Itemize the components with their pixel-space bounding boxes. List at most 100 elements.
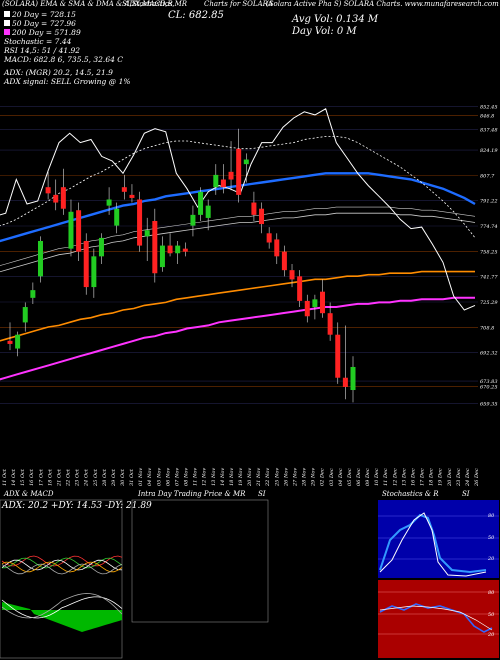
candle-body: [98, 237, 104, 257]
macd-value: MACD: 682.8 6, 735.5, 32.64 C: [4, 55, 123, 64]
ema200-swatch: [4, 29, 10, 35]
date-label: 19 Dec: [438, 468, 444, 486]
candle-body: [182, 248, 188, 252]
date-label: 21 Oct: [57, 468, 63, 487]
price-label: 774.74: [480, 224, 498, 230]
ema20-swatch: [4, 11, 10, 17]
price-label: 758.25: [480, 249, 498, 255]
candle-body: [205, 205, 211, 218]
price-label: 725.29: [480, 300, 498, 306]
price-label: 692.32: [480, 351, 498, 357]
candle-body: [121, 187, 127, 192]
candle-body: [45, 187, 51, 194]
candle-body: [91, 256, 97, 288]
date-label: 11 Oct: [2, 468, 8, 486]
date-label: 20 Nov: [247, 468, 253, 487]
date-label: 22 Oct: [66, 468, 72, 487]
candlesticks: [7, 128, 356, 403]
candle-body: [266, 233, 272, 243]
candle-body: [68, 211, 74, 249]
close-price: CL: 682.85: [168, 10, 224, 21]
stochastic-title: Stochastics & R: [382, 490, 439, 498]
candle-body: [152, 221, 158, 274]
date-label: 05 Dec: [347, 468, 353, 486]
rsi-line: [379, 603, 493, 633]
adx-series-line: [1, 563, 123, 575]
rsi-level-80: 80: [488, 590, 495, 596]
date-label: 27 Nov: [293, 468, 299, 487]
price-line: [0, 108, 476, 311]
date-label: 30 Oct: [120, 468, 126, 486]
candle-body: [159, 245, 165, 268]
candle-body: [198, 191, 204, 215]
candle-body: [274, 239, 280, 257]
candle-body: [289, 270, 295, 280]
candle-body: [30, 290, 36, 298]
rsi-panel: [378, 580, 499, 658]
candle-body: [190, 214, 196, 226]
candle-body: [129, 194, 135, 198]
candle-body: [37, 240, 43, 277]
candle-body: [350, 366, 356, 391]
stoch-d-line: [379, 512, 487, 577]
date-label: 25 Oct: [93, 468, 99, 487]
date-label: 09 Dec: [365, 468, 371, 486]
candle-body: [335, 334, 341, 378]
date-label: 21 Nov: [256, 468, 262, 487]
date-label: 14 Nov: [220, 468, 226, 486]
rsi-level-20: 20: [488, 632, 495, 638]
price-label: 673.83: [480, 379, 498, 385]
price-label: 741.77: [480, 275, 498, 281]
date-label: 18 Nov: [229, 468, 235, 486]
moving-average-lines: [0, 108, 476, 381]
candle-body: [236, 148, 242, 195]
candle-body: [76, 210, 82, 252]
date-label: 29 Oct: [111, 468, 117, 487]
adx-signal: ADX signal: SELL Growing @ 1%: [4, 77, 131, 86]
date-label: 24 Oct: [84, 468, 90, 487]
date-label: 24 Dec: [465, 468, 471, 487]
price-label: 837.48: [480, 128, 498, 134]
date-label: 18 Oct: [47, 468, 53, 486]
date-label: 03 Dec: [329, 468, 335, 486]
date-label: 23 Oct: [75, 468, 81, 487]
header-tag-3: Charts for SOLARA: [204, 0, 273, 8]
date-label: 28 Oct: [102, 468, 108, 487]
sma-magenta-line: [0, 296, 475, 381]
candle-body: [342, 377, 348, 387]
date-label: 12 Dec: [392, 468, 398, 486]
header-tag-2: SI,Stochastics,MR: [122, 0, 188, 8]
ema200-legend: 200 Day = 571.89: [4, 28, 130, 37]
date-label: 19 Nov: [238, 468, 244, 486]
day-volume: Day Vol: 0 M: [292, 26, 357, 37]
adx-series-line: [1, 561, 123, 573]
stoch-k-line: [379, 513, 487, 574]
ema50-swatch: [4, 20, 10, 26]
header-tag-1: (SOLARA) EMA & SMA & DMA & ADX,MACD,R: [2, 0, 173, 8]
ema200-value: 200 Day = 571.89: [12, 28, 81, 37]
adx-macd-panel: [0, 499, 123, 659]
stoch-level-50: 50: [488, 535, 495, 541]
price-label: 659.35: [480, 401, 498, 407]
date-label: 14 Oct: [11, 468, 17, 486]
rsi-value: RSI 14,5: 51 / 41.92: [4, 46, 81, 55]
date-label: 26 Nov: [283, 468, 289, 487]
candle-body: [281, 251, 287, 271]
candle-body: [167, 245, 173, 254]
intraday-title: Intra Day Trading Price & MR: [138, 490, 246, 498]
stochastic-value: Stochastic = 7.44: [4, 37, 72, 46]
adx-value: ADX: (MGR) 20.2, 14.5, 21.9: [4, 68, 113, 77]
price-label: 824.19: [480, 148, 498, 154]
ema50-value: 50 Day = 727.96: [12, 19, 76, 28]
candle-body: [297, 276, 303, 301]
date-label: 15 Oct: [20, 468, 26, 486]
date-label: 17 Oct: [38, 468, 44, 486]
candle-body: [106, 199, 112, 206]
macd-histogram: [2, 602, 122, 632]
price-label: 807.7: [480, 173, 495, 179]
intraday-panel: [131, 499, 269, 623]
ema20-value: 20 Day = 728.15: [12, 10, 76, 19]
date-label: 04 Nov: [147, 468, 153, 486]
candle-body: [251, 202, 257, 215]
